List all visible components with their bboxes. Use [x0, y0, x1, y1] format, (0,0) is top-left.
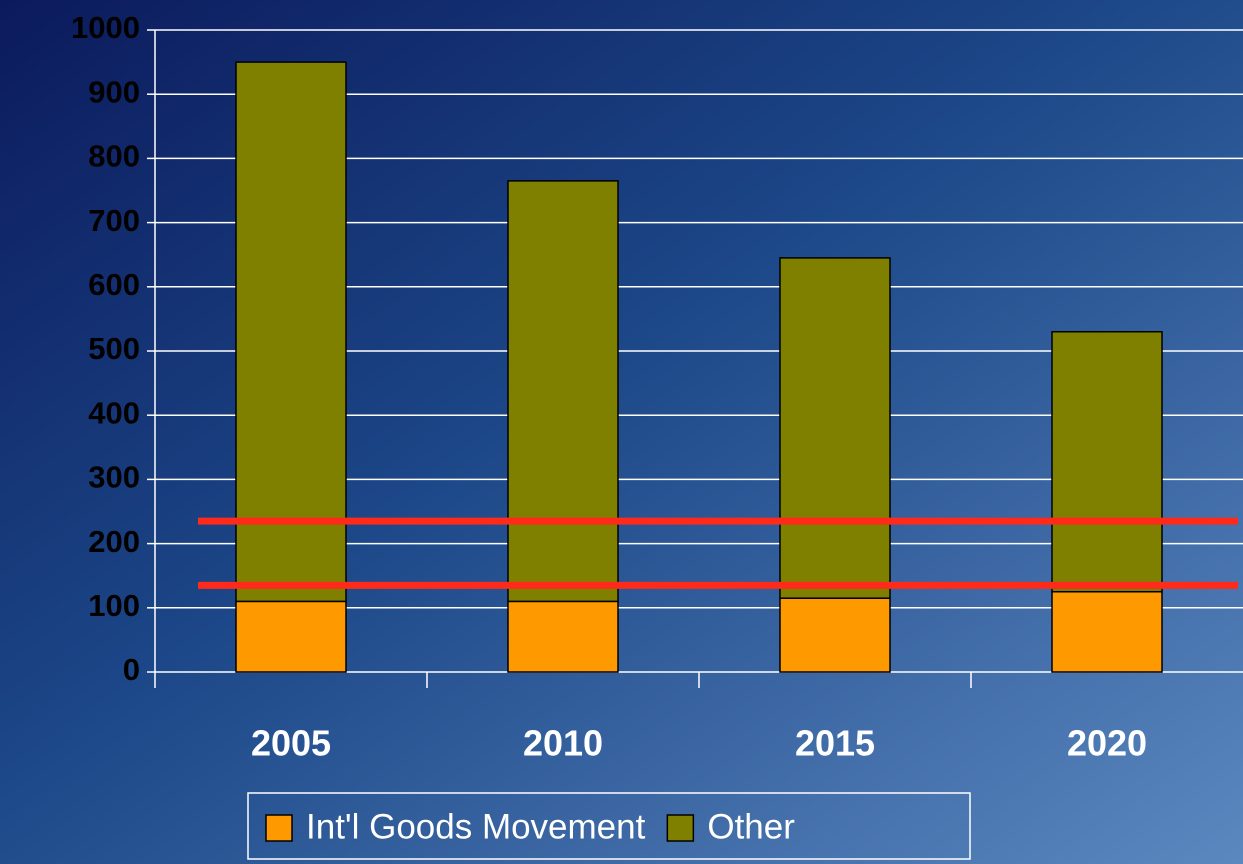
- y-tick-label: 500: [88, 331, 140, 366]
- bar-segment: [779, 597, 891, 673]
- legend-swatch: [265, 814, 293, 842]
- x-tick-label: 2015: [795, 723, 875, 764]
- bar-segment: [779, 257, 891, 599]
- bar-segment: [235, 61, 347, 603]
- bar-segment: [507, 600, 619, 673]
- y-tick-label: 400: [88, 395, 140, 430]
- legend-swatch: [666, 814, 695, 842]
- bar-segment: [235, 600, 347, 673]
- bar-segment: [507, 180, 619, 603]
- x-tick-label: 2005: [251, 723, 331, 764]
- legend-label: Int'l Goods Movement: [306, 807, 646, 846]
- y-tick-label: 900: [88, 74, 140, 109]
- y-tick-label: 1000: [71, 10, 140, 45]
- legend-label: Other: [707, 807, 795, 846]
- legend-box: [247, 792, 971, 860]
- y-tick-label: 700: [88, 203, 140, 238]
- y-tick-label: 200: [88, 524, 140, 559]
- x-tick-label: 2010: [523, 723, 603, 764]
- x-tick-label: 2020: [1067, 723, 1147, 764]
- y-tick-label: 300: [88, 460, 140, 495]
- y-tick-label: 0: [123, 652, 140, 687]
- y-tick-label: 100: [88, 588, 140, 623]
- y-tick-label: 600: [88, 267, 140, 302]
- bar-segment: [1051, 591, 1163, 673]
- y-tick-label: 800: [88, 139, 140, 174]
- bar-segment: [1051, 330, 1163, 593]
